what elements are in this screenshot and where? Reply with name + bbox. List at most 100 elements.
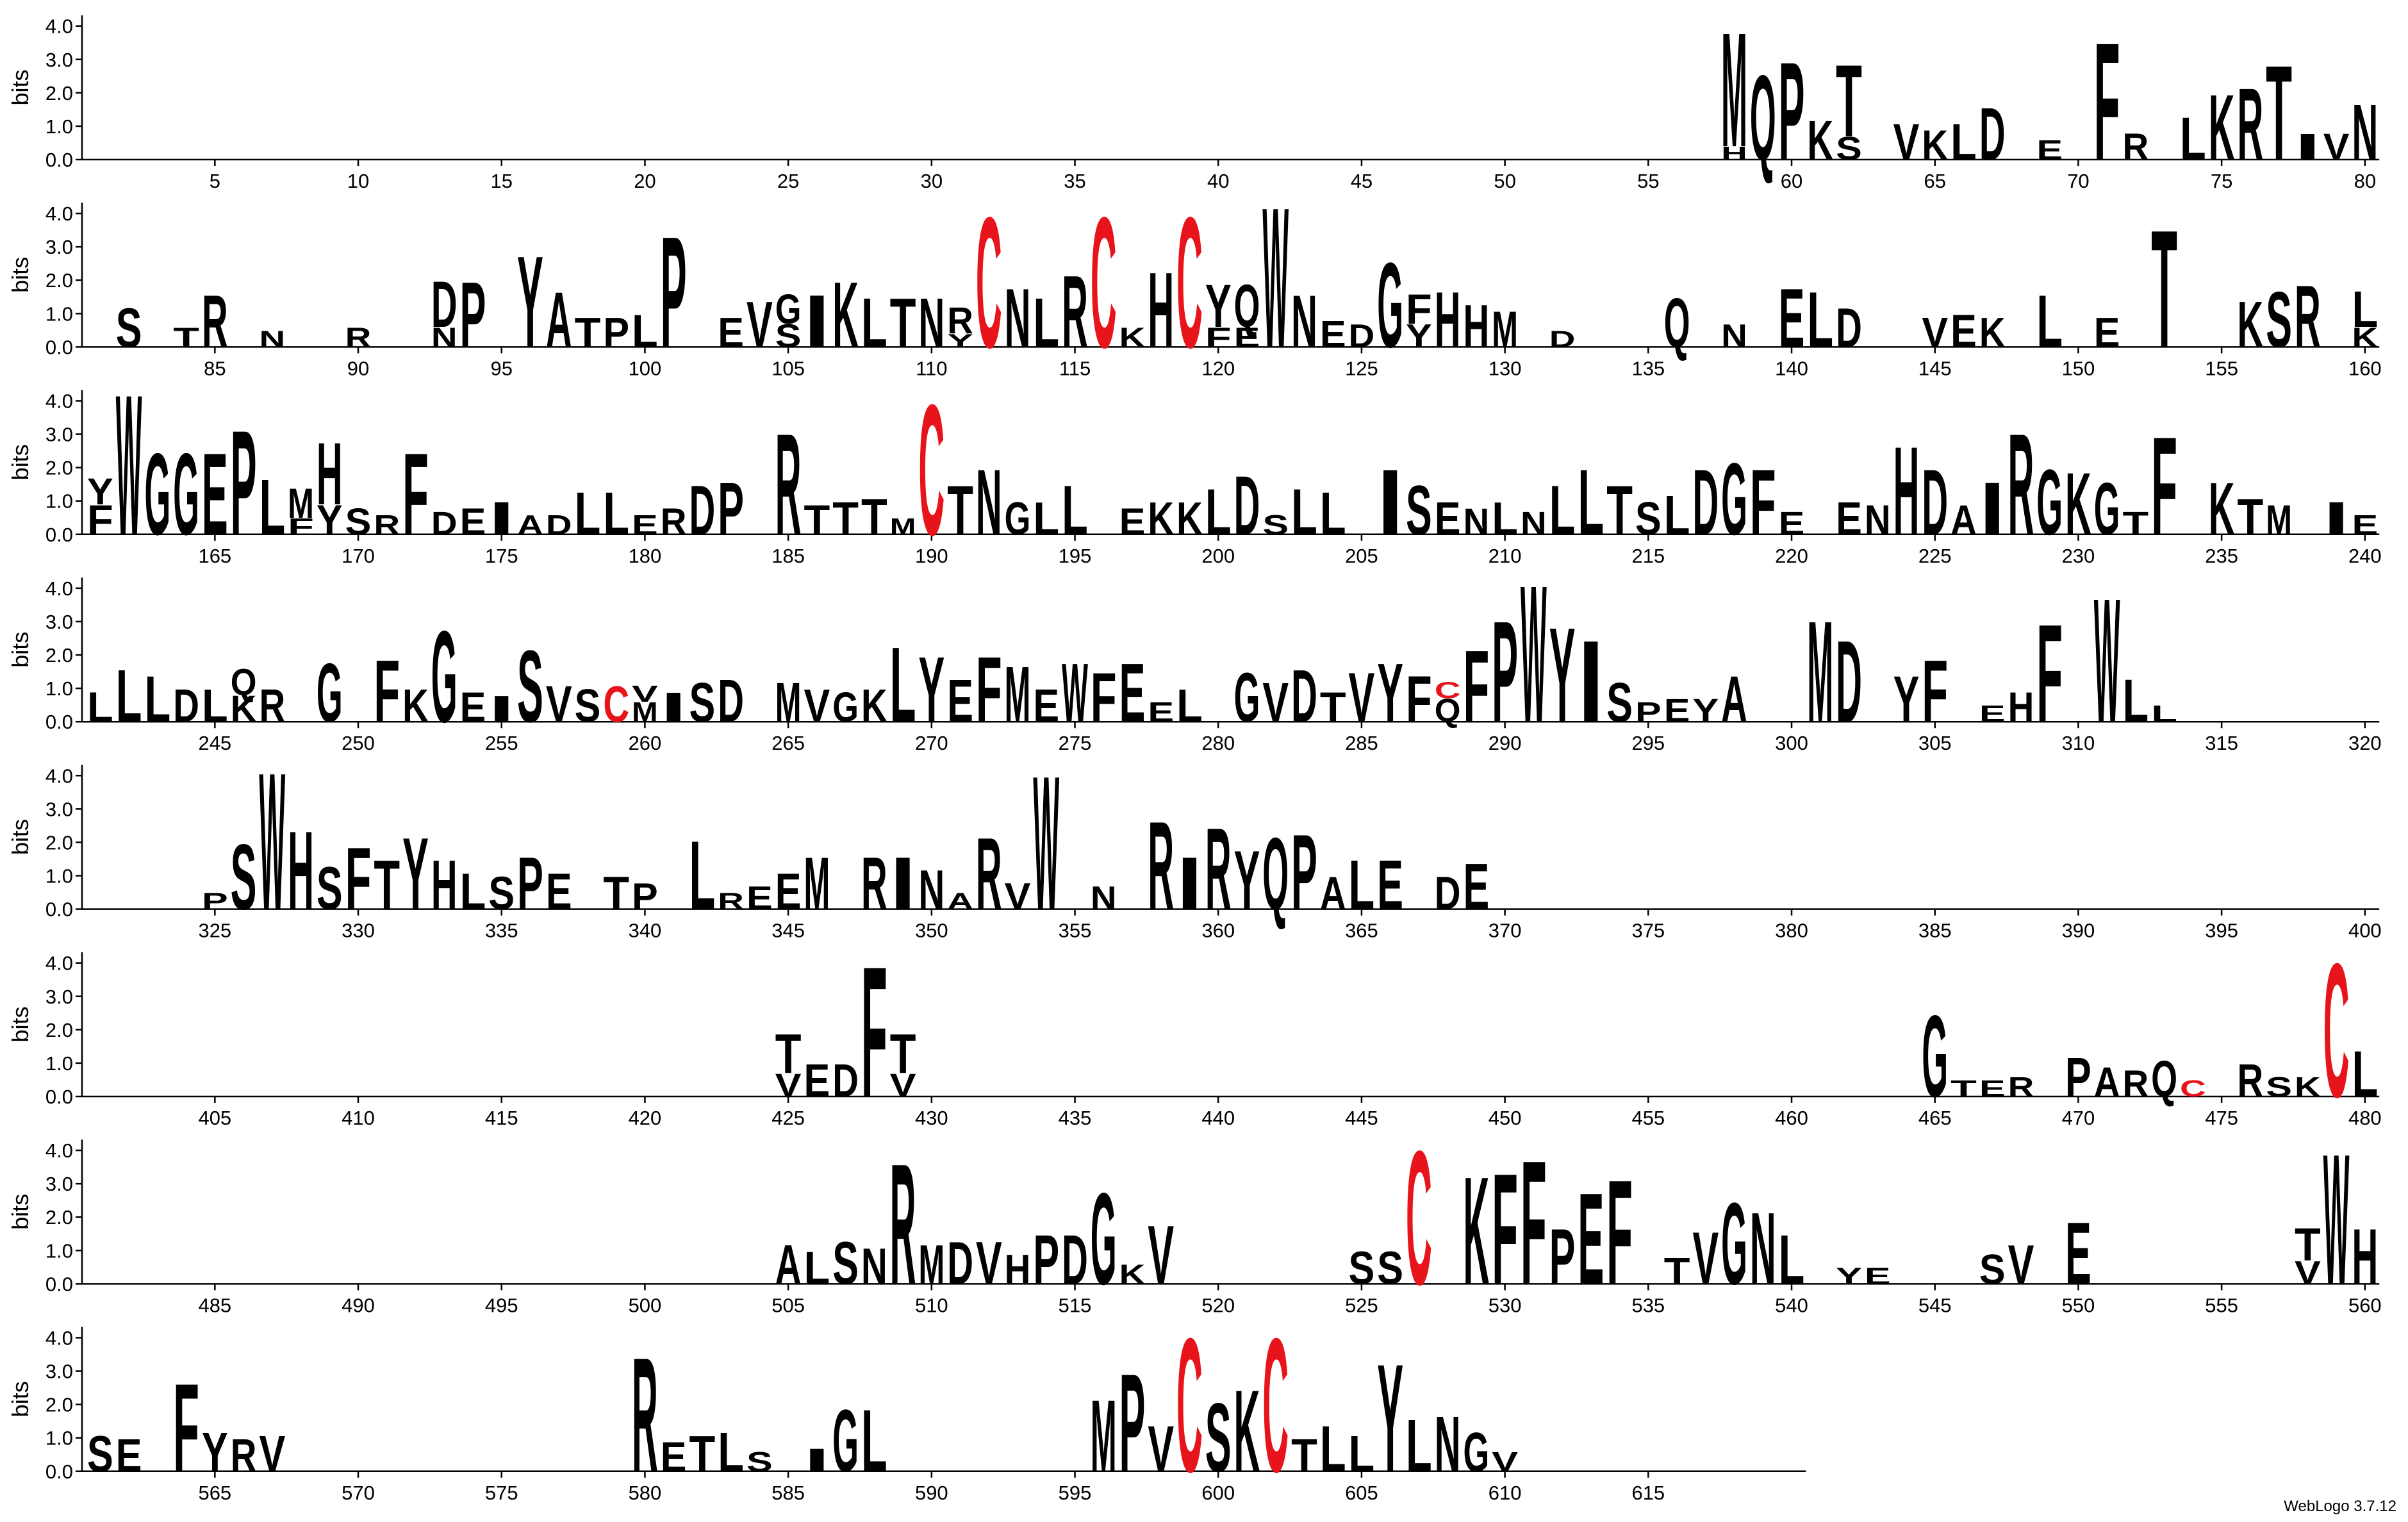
logo-letter: T xyxy=(1606,472,1633,550)
logo-letter: C xyxy=(1091,179,1117,387)
logo-letter: R xyxy=(2123,126,2149,168)
y-tick-label: 3.0 xyxy=(45,798,73,820)
x-tick-label: 445 xyxy=(1345,1107,1378,1129)
y-tick-label: 0.0 xyxy=(45,1460,73,1483)
logo-letter: T xyxy=(1950,1075,1977,1102)
logo-letter: L xyxy=(1349,1425,1375,1482)
logo-letter: N xyxy=(1521,505,1547,542)
x-tick-label: 210 xyxy=(1489,545,1522,567)
x-tick-label: 395 xyxy=(2205,920,2238,942)
x-tick-label: 415 xyxy=(485,1107,518,1129)
logo-letter: N xyxy=(1750,1191,1776,1306)
x-tick-label: 335 xyxy=(485,920,518,942)
logo-letter: R xyxy=(2238,1054,2264,1107)
x-tick-label: 440 xyxy=(1201,1107,1235,1129)
logo-letter: C xyxy=(1435,677,1461,704)
logo-letter: S xyxy=(87,1425,113,1482)
logo-letter: P xyxy=(661,203,687,381)
x-tick-label: 20 xyxy=(634,170,656,192)
logo-letter: Q xyxy=(1750,51,1776,186)
logo-letter: E xyxy=(804,1054,830,1107)
logo-letter: E xyxy=(718,309,744,356)
logo-letter: L xyxy=(1549,472,1576,550)
logo-letter: V xyxy=(1692,1216,1719,1300)
x-tick-label: 115 xyxy=(1059,357,1091,379)
logo-letter: R xyxy=(775,404,802,565)
logo-letter: T xyxy=(1664,1250,1690,1292)
logo-letter: N xyxy=(861,1238,887,1295)
logo-letter: M xyxy=(775,671,802,734)
logo-letter: D xyxy=(1836,617,1862,747)
logo-letter: D xyxy=(1549,326,1576,352)
logo-letter: D xyxy=(832,1054,859,1107)
logo-letter: M xyxy=(632,697,658,728)
logo-letter: E xyxy=(460,501,486,543)
y-tick-label: 3.0 xyxy=(45,49,73,71)
x-tick-label: 390 xyxy=(2062,920,2095,942)
logo-letter: F xyxy=(173,1358,199,1498)
y-axis-label: bits xyxy=(7,632,33,668)
y-tick-label: 4.0 xyxy=(45,577,73,600)
logo-letter: H xyxy=(1721,143,1747,164)
logo-letter: G xyxy=(832,684,859,731)
logo-letter: V xyxy=(632,681,658,707)
logo-letter: E xyxy=(746,879,773,916)
logo-letter: R xyxy=(2008,404,2034,565)
logo-letter: E xyxy=(2352,509,2378,541)
logo-letter: N xyxy=(976,451,1002,554)
logo-letter: S xyxy=(1836,130,1862,167)
logo-letter: I xyxy=(2323,492,2350,545)
logo-letter: R xyxy=(861,841,887,925)
logo-letter: Y xyxy=(517,229,543,374)
x-tick-label: 610 xyxy=(1489,1482,1522,1504)
logo-letter: E xyxy=(1377,847,1403,925)
y-tick-label: 1.0 xyxy=(45,865,73,888)
x-tick-label: 380 xyxy=(1775,920,1808,942)
logo-letter: S xyxy=(2266,1071,2292,1103)
logo-letter: L xyxy=(2123,667,2149,735)
logo-letter: V xyxy=(1148,1413,1174,1485)
y-tick-label: 2.0 xyxy=(45,1019,73,1041)
logo-letter: I xyxy=(890,841,916,925)
logo-letter: S xyxy=(1205,1384,1232,1493)
x-tick-label: 580 xyxy=(629,1482,662,1504)
y-tick-label: 3.0 xyxy=(45,424,73,446)
x-tick-label: 260 xyxy=(629,732,662,754)
y-tick-label: 3.0 xyxy=(45,1173,73,1195)
logo-letter: S xyxy=(1406,472,1432,550)
x-tick-label: 25 xyxy=(777,170,799,192)
logo-letter: T xyxy=(374,847,400,925)
y-tick-label: 2.0 xyxy=(45,457,73,479)
x-tick-label: 330 xyxy=(342,920,375,942)
logo-letter: D xyxy=(718,667,744,735)
logo-letter: E xyxy=(1979,700,2006,727)
logo-letter: G xyxy=(1091,1166,1117,1311)
logo-letter: L xyxy=(1807,275,1833,364)
logo-letter: R xyxy=(976,817,1002,932)
x-tick-label: 255 xyxy=(485,732,518,754)
logo-letter: E xyxy=(2065,1204,2091,1303)
logo-letter: E xyxy=(632,509,658,541)
logo-letter: V xyxy=(890,1067,916,1104)
y-tick-label: 0.0 xyxy=(45,336,73,358)
x-tick-label: 135 xyxy=(1631,357,1665,379)
logo-letter: R xyxy=(2123,1063,2149,1105)
x-tick-label: 200 xyxy=(1201,545,1235,567)
logo-letter: T xyxy=(173,322,199,353)
logo-letter: K xyxy=(861,679,887,732)
y-tick-label: 1.0 xyxy=(45,302,73,325)
logo-letter: L xyxy=(2036,279,2063,363)
logo-letter: H xyxy=(1148,251,1174,370)
logo-letter: L xyxy=(632,305,658,358)
x-tick-label: 410 xyxy=(342,1107,375,1129)
x-tick-label: 175 xyxy=(485,545,518,567)
x-tick-label: 280 xyxy=(1201,732,1235,754)
logo-letter: E xyxy=(1865,1263,1891,1289)
logo-letter: A xyxy=(1950,496,1977,543)
logo-letter: V xyxy=(2295,1254,2321,1291)
logo-letter: D xyxy=(1349,317,1375,354)
logo-letter: E xyxy=(460,684,486,731)
logo-letter: C xyxy=(976,179,1002,387)
x-tick-label: 545 xyxy=(1918,1294,1952,1316)
